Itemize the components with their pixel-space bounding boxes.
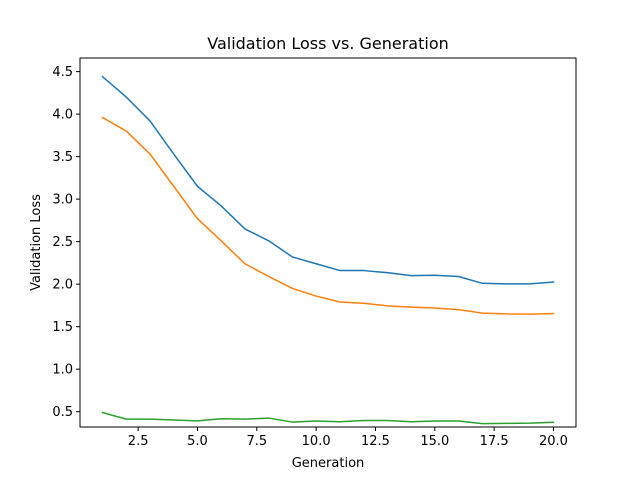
series-line-1 <box>101 75 555 285</box>
plot-frame <box>79 57 577 428</box>
x-tick-label: 12.5 <box>361 434 390 449</box>
y-tick-label: 0.5 <box>52 405 73 420</box>
x-axis-ticks: 2.5 5.0 7.5 10.0 12.5 15.0 17.5 20.0 <box>128 427 568 449</box>
y-tick-label: 4.0 <box>52 108 73 123</box>
y-tick-label: 2.0 <box>52 278 73 293</box>
y-axis-ticks: 0.5 1.0 1.5 2.0 2.5 3.0 3.5 4.0 4.5 <box>52 65 80 420</box>
y-tick-label: 3.5 <box>52 150 73 165</box>
y-tick-label: 4.5 <box>52 65 73 80</box>
x-tick-label: 5.0 <box>187 434 208 449</box>
y-tick-label: 1.5 <box>52 320 73 335</box>
y-axis-title: Validation Loss <box>29 194 44 291</box>
series-layer <box>101 75 555 425</box>
series-line-3 <box>101 411 555 425</box>
y-tick-label: 1.0 <box>52 363 73 378</box>
chart-title: Validation Loss vs. Generation <box>207 34 449 53</box>
x-axis-title: Generation <box>292 456 365 471</box>
series-line-2 <box>101 116 555 315</box>
x-tick-label: 10.0 <box>302 434 331 449</box>
y-tick-label: 3.0 <box>52 193 73 208</box>
x-tick-label: 15.0 <box>420 434 449 449</box>
x-tick-label: 7.5 <box>246 434 267 449</box>
x-tick-label: 2.5 <box>128 434 149 449</box>
x-tick-label: 20.0 <box>539 434 568 449</box>
y-tick-label: 2.5 <box>52 235 73 250</box>
x-tick-label: 17.5 <box>480 434 509 449</box>
